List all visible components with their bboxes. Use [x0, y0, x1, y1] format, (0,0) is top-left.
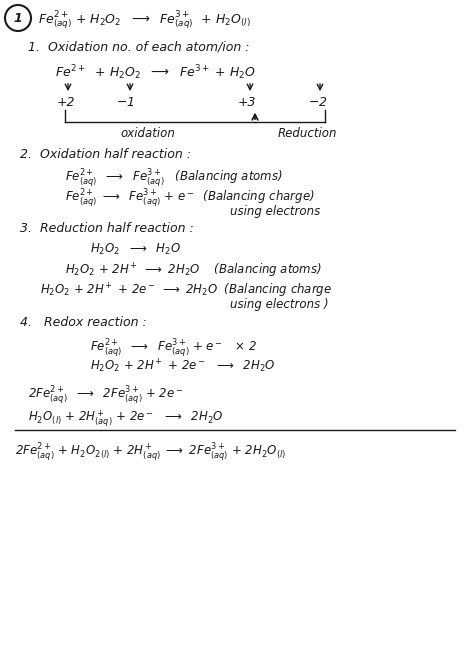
Text: 2Fe$^{2+}_{(aq)}$ + H$_2$O$_{2(l)}$ + 2H$^+_{(aq)}$ $\longrightarrow$ 2Fe$^{3+}_: 2Fe$^{2+}_{(aq)}$ + H$_2$O$_{2(l)}$ + 2H… — [15, 442, 286, 464]
Text: Fe$^{2+}_{(aq)}$ $\longrightarrow$  Fe$^{3+}_{(aq)}$ + e$^-$  (Balancing charge): Fe$^{2+}_{(aq)}$ $\longrightarrow$ Fe$^{… — [65, 188, 315, 210]
Text: using electrons ): using electrons ) — [230, 298, 328, 311]
Text: H$_2$O$_2$  $\longrightarrow$  H$_2$O: H$_2$O$_2$ $\longrightarrow$ H$_2$O — [90, 242, 181, 257]
Text: Reduction: Reduction — [278, 127, 337, 140]
Text: Fe$^{2+}_{(aq)}$  $\longrightarrow$  Fe$^{3+}_{(aq)}$   (Balancing atoms): Fe$^{2+}_{(aq)}$ $\longrightarrow$ Fe$^{… — [65, 168, 283, 190]
Text: using electrons: using electrons — [230, 205, 320, 218]
Text: 1.  Oxidation no. of each atom/ion :: 1. Oxidation no. of each atom/ion : — [28, 40, 249, 53]
Text: $-$2: $-$2 — [308, 96, 328, 109]
Text: H$_2$O$_2$ + 2H$^+$ + 2e$^-$  $\longrightarrow$  2H$_2$O: H$_2$O$_2$ + 2H$^+$ + 2e$^-$ $\longright… — [90, 358, 275, 376]
Text: 2.  Oxidation half reaction :: 2. Oxidation half reaction : — [20, 148, 191, 161]
Text: 2Fe$^{2+}_{(aq)}$  $\longrightarrow$  2Fe$^{3+}_{(aq)}$ + 2e$^-$: 2Fe$^{2+}_{(aq)}$ $\longrightarrow$ 2Fe$… — [28, 385, 183, 407]
Text: oxidation: oxidation — [120, 127, 175, 140]
Text: Fe$^{2+}_{(aq)}$ + H$_2$O$_2$  $\longrightarrow$  Fe$^{3+}_{(aq)}$  + H$_2$O$_{(: Fe$^{2+}_{(aq)}$ + H$_2$O$_2$ $\longrigh… — [38, 10, 251, 32]
Text: H$_2$O$_{(l)}$ + 2H$^+_{(aq)}$ + 2e$^-$  $\longrightarrow$  2H$_2$O: H$_2$O$_{(l)}$ + 2H$^+_{(aq)}$ + 2e$^-$ … — [28, 408, 224, 429]
Text: H$_2$O$_2$ + 2H$^+$ $\longrightarrow$ 2H$_2$O    (Balancing atoms): H$_2$O$_2$ + 2H$^+$ $\longrightarrow$ 2H… — [65, 262, 322, 281]
Text: +2: +2 — [57, 96, 75, 109]
Text: 4.   Redox reaction :: 4. Redox reaction : — [20, 316, 147, 329]
Text: $-$1: $-$1 — [116, 96, 135, 109]
Text: H$_2$O$_2$ + 2H$^+$ + 2e$^-$ $\longrightarrow$ 2H$_2$O  (Balancing charge: H$_2$O$_2$ + 2H$^+$ + 2e$^-$ $\longright… — [40, 282, 332, 301]
Text: Fe$^{2+}$  + H$_2$O$_2$  $\longrightarrow$  Fe$^{3+}$ + H$_2$O: Fe$^{2+}$ + H$_2$O$_2$ $\longrightarrow$… — [55, 63, 256, 82]
Text: 3.  Reduction half reaction :: 3. Reduction half reaction : — [20, 222, 194, 235]
Text: +3: +3 — [238, 96, 256, 109]
Text: 1: 1 — [14, 11, 22, 25]
Text: Fe$^{2+}_{(aq)}$  $\longrightarrow$  Fe$^{3+}_{(aq)}$ + e$^-$   $\times$ 2: Fe$^{2+}_{(aq)}$ $\longrightarrow$ Fe$^{… — [90, 338, 257, 360]
